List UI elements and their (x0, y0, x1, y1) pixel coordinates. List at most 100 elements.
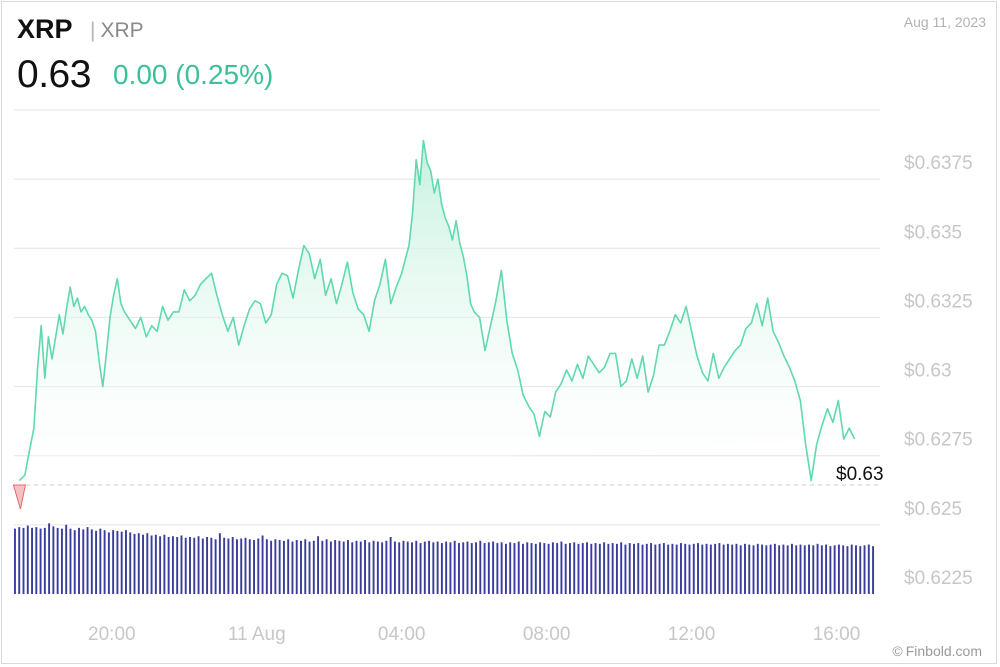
volume-bar (428, 540, 431, 594)
volume-bar (223, 537, 226, 594)
down-marker (12, 484, 27, 510)
y-tick-label: $0.625 (904, 499, 962, 520)
volume-bar (116, 530, 119, 594)
volume-bar (321, 540, 324, 594)
volume-bar (227, 538, 230, 594)
current-price: 0.63 (17, 53, 91, 96)
volume-bar (142, 534, 144, 594)
volume-bar (812, 545, 815, 594)
volume-bar (752, 545, 755, 594)
x-tick-label: 16:00 (813, 624, 861, 645)
price-area-fill (19, 140, 855, 481)
volume-bar (120, 531, 123, 594)
volume-bar (628, 543, 631, 594)
volume-bar (641, 544, 644, 594)
volume-bar (69, 528, 72, 594)
volume-bar (150, 535, 153, 594)
volume-bars (14, 523, 875, 594)
volume-bar (453, 540, 456, 594)
volume-bar (432, 542, 435, 594)
volume-bar (163, 534, 166, 594)
volume-bar (731, 544, 734, 594)
volume-bar (867, 544, 870, 594)
volume-bar (176, 537, 179, 594)
volume-bar (675, 544, 678, 594)
y-tick-label: $0.63 (904, 361, 952, 382)
volume-bar (146, 533, 149, 594)
volume-bar (278, 540, 281, 594)
volume-bar (539, 542, 542, 594)
volume-bar (26, 525, 29, 594)
volume-bar (112, 530, 115, 594)
volume-bar (543, 543, 546, 594)
volume-bar (556, 543, 559, 594)
volume-bar (504, 543, 507, 594)
volume-bar (406, 541, 409, 594)
volume-bar (445, 541, 448, 594)
x-tick-label: 04:00 (378, 624, 426, 645)
volume-bar (637, 543, 640, 594)
volume-bar (526, 542, 529, 594)
volume-bar (692, 543, 695, 594)
volume-bar (475, 542, 477, 594)
volume-bar (816, 543, 819, 594)
volume-bar (39, 528, 42, 594)
volume-bar (287, 539, 290, 594)
volume-bar (334, 540, 337, 594)
volume-bar (338, 540, 341, 594)
volume-bar (573, 542, 576, 594)
y-axis-labels: $0.6375 $0.635 $0.6325 $0.63 $0.6275 $0.625 $0… (904, 153, 973, 589)
volume-bar (825, 544, 828, 594)
y-tick-label: $0.6275 (904, 430, 973, 451)
volume-bar (231, 537, 234, 594)
volume-bar (547, 543, 550, 594)
volume-bar (317, 536, 320, 594)
volume-bar (509, 542, 512, 594)
volume-bar (530, 543, 533, 594)
volume-bar (14, 528, 16, 594)
volume-bar (210, 537, 213, 594)
chart-date: Aug 11, 2023 (903, 14, 986, 30)
volume-bar (513, 543, 516, 594)
price-change: 0.00 (0.25%) (113, 59, 274, 90)
volume-bar (381, 542, 384, 594)
source-credit[interactable]: © Finbold.com (892, 643, 982, 659)
volume-bar (744, 543, 746, 594)
volume-bar (808, 544, 810, 594)
volume-bar (180, 535, 183, 594)
price-area (18, 139, 856, 482)
volume-bar (201, 538, 204, 594)
copyright-icon: © (892, 643, 903, 659)
volume-bar (347, 540, 349, 594)
ticker-symbol: XRP (17, 14, 73, 44)
volume-bar (863, 545, 866, 594)
volume-bar (440, 543, 443, 594)
volume-bar (393, 541, 396, 594)
volume-bar (99, 528, 102, 594)
volume-bar (312, 540, 315, 594)
volume-bar (240, 538, 243, 594)
volume-bar (411, 542, 413, 594)
volume-bar (270, 540, 273, 594)
volume-bar (705, 543, 708, 594)
volume-bar (95, 530, 98, 594)
volume-bar (748, 544, 751, 594)
volume-bar (35, 527, 38, 594)
volume-bar (355, 540, 358, 594)
y-tick-label: $0.6375 (904, 153, 973, 174)
asset-name-group: | XRP (90, 19, 144, 43)
volume-bar (82, 529, 85, 594)
volume-bar (398, 542, 401, 594)
volume-bar (90, 529, 93, 594)
last-price-label: $0.63 (836, 464, 884, 485)
volume-bar (359, 541, 362, 594)
volume-bar (171, 536, 174, 594)
volume-bar (620, 542, 623, 594)
volume-bar (846, 546, 849, 594)
volume-bar (470, 543, 473, 594)
asset-name: XRP (100, 19, 144, 42)
volume-bar (372, 540, 375, 594)
volume-bar (782, 544, 785, 594)
volume-bar (291, 541, 294, 594)
